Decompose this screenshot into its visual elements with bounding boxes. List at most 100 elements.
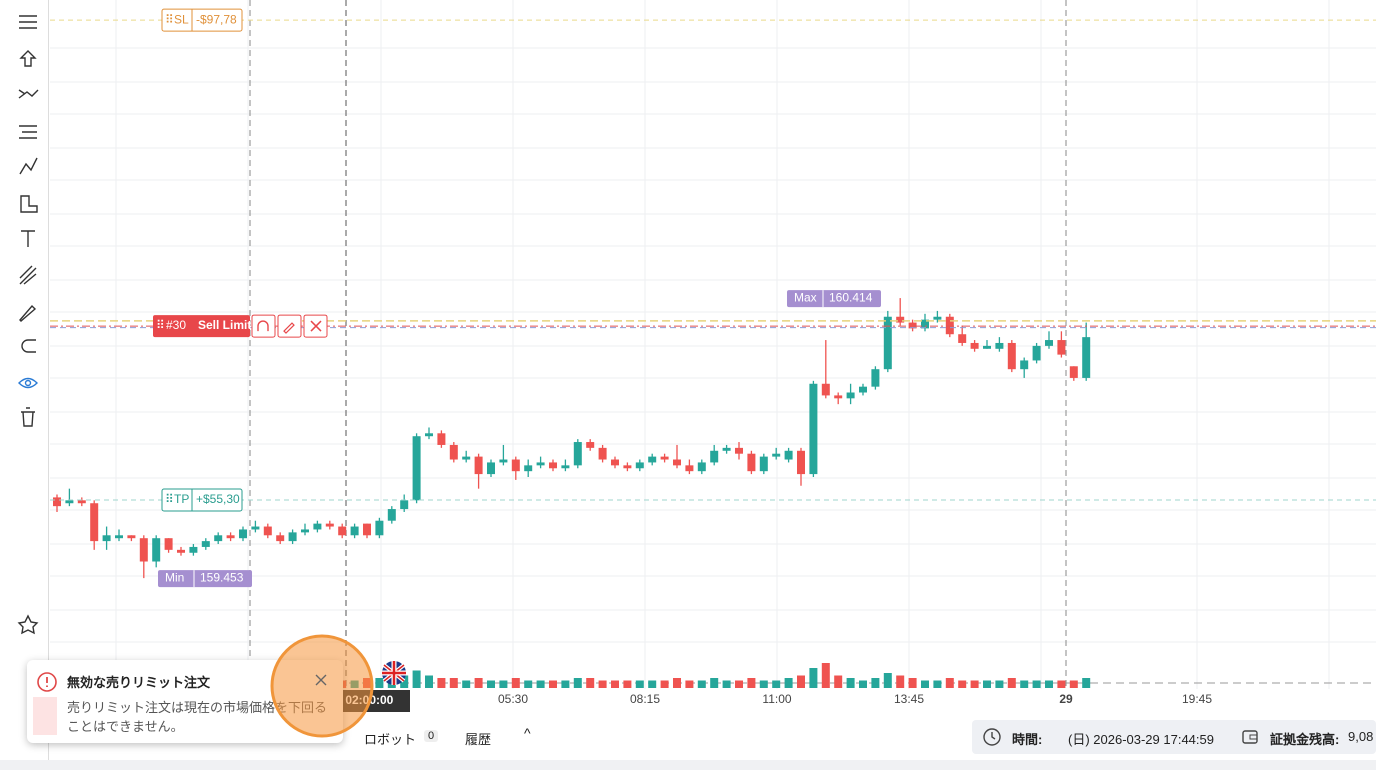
candle-body xyxy=(536,462,545,466)
icon-star[interactable] xyxy=(17,614,39,635)
volume-bar xyxy=(611,680,619,688)
history-tab[interactable]: 履歴 xyxy=(465,732,492,747)
toast-message: 売りリミット注文は現在の市場価格を下回ることはできません。 xyxy=(67,700,328,734)
reverse-icon xyxy=(257,320,269,332)
candle-body xyxy=(425,433,433,437)
volume-bar xyxy=(623,680,632,688)
margin-label: 証拠金残高: xyxy=(1270,732,1340,747)
volume-bar xyxy=(648,680,657,688)
candle-body xyxy=(598,447,607,460)
robot-tab[interactable]: ロボット xyxy=(364,732,417,747)
wallet-icon xyxy=(1242,730,1258,744)
order-tag xyxy=(153,315,250,338)
candle-body xyxy=(152,538,161,562)
candle-body xyxy=(437,433,446,445)
volume-bar xyxy=(735,680,743,688)
error-icon xyxy=(37,672,57,692)
candle-body xyxy=(673,459,681,466)
cancel-icon xyxy=(310,320,322,332)
volume-bar xyxy=(660,680,669,688)
grid-lines xyxy=(50,0,1376,712)
clock-icon xyxy=(983,728,1001,746)
expand[interactable]: ^ xyxy=(524,725,531,741)
volume-bar xyxy=(499,680,508,688)
volume-bar xyxy=(425,675,433,688)
candle-body xyxy=(1045,340,1053,346)
robot-count: 0 xyxy=(424,730,439,742)
icon-trash[interactable] xyxy=(21,407,35,427)
volume-bar xyxy=(536,680,545,688)
x-tick-label: 29 xyxy=(1059,692,1073,706)
candle-body xyxy=(338,526,347,536)
candle-body xyxy=(288,532,297,542)
candle-body xyxy=(834,395,843,399)
x-tick-label: 08:15 xyxy=(630,692,660,706)
reverse-btn[interactable] xyxy=(251,314,276,338)
candle-body xyxy=(127,535,136,539)
edit-icon xyxy=(283,322,295,334)
volume-bar xyxy=(462,680,471,688)
icon-settings[interactable] xyxy=(19,15,37,29)
icon-brush[interactable] xyxy=(19,265,37,285)
tp-pnl: +$55,30 xyxy=(196,492,240,506)
candle-body xyxy=(859,386,867,393)
order-grip: ⠿ xyxy=(156,318,165,332)
sl-tag xyxy=(161,8,243,32)
icon-eye[interactable] xyxy=(18,377,38,389)
icon-fib[interactable] xyxy=(19,125,37,139)
volume-bar xyxy=(846,678,855,688)
margin-value: 9,08 xyxy=(1348,729,1374,744)
icon-text[interactable] xyxy=(21,230,35,247)
candle-body xyxy=(1069,366,1078,378)
icon-pattern[interactable] xyxy=(19,157,38,175)
volume-bar xyxy=(549,680,557,688)
candle-body xyxy=(115,535,123,539)
toast-close[interactable] xyxy=(315,674,327,686)
sl-grip: ⠿ xyxy=(165,12,174,26)
icon-arrow[interactable] xyxy=(19,50,37,67)
volume-bar xyxy=(1082,678,1091,688)
icon-measure[interactable] xyxy=(20,195,38,213)
candle-body xyxy=(809,383,818,475)
candle-body xyxy=(710,450,719,463)
volume-bar xyxy=(995,680,1004,688)
volume-bar xyxy=(487,680,495,688)
volume-bar xyxy=(883,673,892,688)
candle-body xyxy=(945,316,954,335)
candle-body xyxy=(797,450,805,475)
flag xyxy=(382,661,406,685)
sl-pnl: -$97,78 xyxy=(196,12,237,26)
candle-body xyxy=(313,523,322,530)
candle-body xyxy=(1032,345,1041,361)
sl-name: SL xyxy=(174,12,189,26)
x-tick-label: 05:30 xyxy=(498,692,528,706)
candle-body xyxy=(499,459,508,463)
status-panel: 時間: (日) 2026-03-29 17:44:59 証拠金残高: 9,08 xyxy=(972,720,1376,754)
candle-body xyxy=(995,342,1004,349)
candle-body xyxy=(871,369,880,387)
volume-bar xyxy=(970,680,979,688)
order-kind: Sell Limit xyxy=(198,318,251,332)
candle-body xyxy=(375,520,384,536)
volume-bar xyxy=(834,675,843,688)
candle-body xyxy=(350,526,359,536)
volume-bar xyxy=(635,680,644,688)
time-label: 時間: xyxy=(1012,732,1043,747)
volume-bar xyxy=(375,678,384,688)
candle-body xyxy=(214,535,223,542)
volume-bar xyxy=(511,678,520,688)
volume-bar xyxy=(685,680,694,688)
candle-body xyxy=(201,541,210,547)
volume-bar xyxy=(449,678,458,688)
tp-name: TP xyxy=(174,492,189,506)
candle-body xyxy=(660,456,669,460)
icon-pen[interactable] xyxy=(19,304,37,322)
candle-body xyxy=(883,316,892,370)
candle-body xyxy=(759,456,768,472)
icon-magnet[interactable] xyxy=(21,339,36,353)
time-value: (日) 2026-03-29 17:44:59 xyxy=(1068,732,1214,747)
toast-strip xyxy=(33,697,57,735)
icon-lines[interactable] xyxy=(18,89,39,99)
tp-tag xyxy=(161,488,243,512)
